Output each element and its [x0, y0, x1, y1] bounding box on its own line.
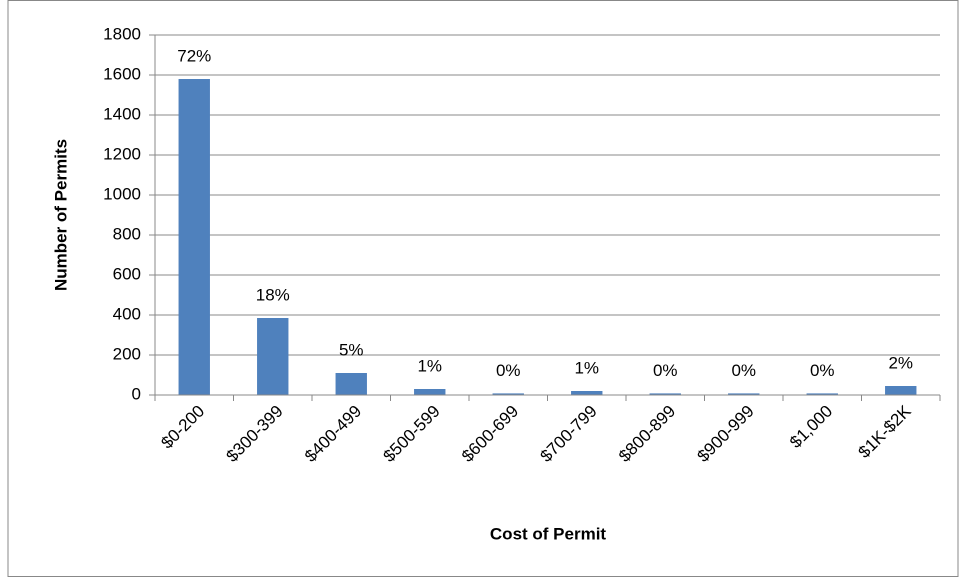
bar — [335, 373, 367, 395]
data-label: 0% — [731, 361, 756, 380]
y-tick-label: 400 — [113, 304, 141, 323]
y-tick-label: 800 — [113, 224, 141, 243]
data-label: 1% — [417, 356, 442, 375]
data-label: 0% — [496, 361, 521, 380]
chart-frame — [7, 0, 959, 577]
x-axis-title: Cost of Permit — [490, 524, 607, 543]
bar — [492, 393, 524, 395]
bar — [571, 391, 603, 395]
y-axis-title: Number of Permits — [51, 139, 70, 291]
bar — [885, 386, 917, 395]
y-tick-label: 200 — [113, 344, 141, 363]
data-label: 2% — [888, 353, 913, 372]
bar — [257, 318, 289, 395]
y-tick-label: 1200 — [103, 144, 141, 163]
y-tick-label: 600 — [113, 264, 141, 283]
bar — [806, 393, 838, 395]
data-label: 0% — [810, 361, 835, 380]
bar — [728, 393, 760, 395]
bar — [414, 389, 446, 395]
bar — [178, 79, 210, 395]
data-label: 72% — [177, 46, 211, 65]
data-label: 1% — [574, 358, 599, 377]
y-tick-label: 1600 — [103, 64, 141, 83]
data-label: 0% — [653, 361, 678, 380]
y-tick-label: 1000 — [103, 184, 141, 203]
bar — [649, 393, 681, 395]
y-tick-label: 1800 — [103, 24, 141, 43]
data-label: 18% — [256, 285, 290, 304]
data-label: 5% — [339, 340, 364, 359]
y-tick-label: 0 — [132, 384, 141, 403]
y-tick-label: 1400 — [103, 104, 141, 123]
